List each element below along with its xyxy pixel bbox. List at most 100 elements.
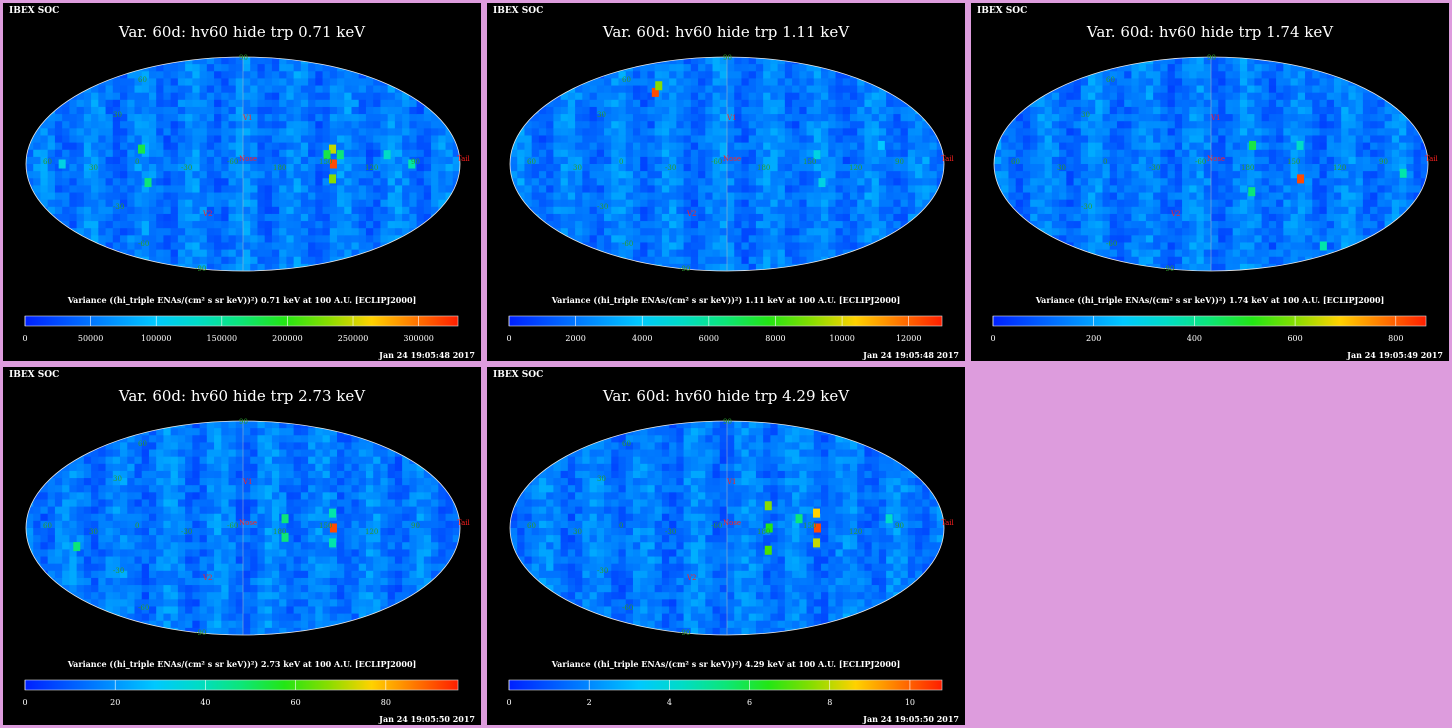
- map-cell: [26, 185, 34, 194]
- map-cell: [33, 256, 42, 265]
- map-cell: [683, 242, 692, 251]
- map-cell: [1088, 228, 1096, 236]
- map-cell: [322, 178, 331, 186]
- map-cell: [1124, 128, 1133, 137]
- map-cell: [214, 249, 222, 258]
- map-cell: [654, 71, 663, 79]
- map-cell: [849, 192, 858, 201]
- map-cell: [871, 149, 880, 158]
- map-cell: [575, 71, 583, 79]
- map-cell: [1037, 121, 1046, 129]
- map-cell: [1051, 171, 1060, 179]
- map-cell: [416, 171, 425, 179]
- map-cell: [358, 135, 367, 144]
- map-cell: [871, 235, 880, 244]
- map-cell: [127, 256, 136, 265]
- map-cell: [799, 142, 808, 151]
- map-cell: [1109, 78, 1118, 87]
- map-cell: [279, 249, 287, 258]
- map-cell: [286, 242, 295, 251]
- map-cell: [915, 221, 923, 229]
- map-cell: [83, 164, 92, 172]
- map-cell: [994, 85, 1002, 94]
- map-cell: [1167, 156, 1176, 165]
- map-cell: [1283, 156, 1292, 165]
- map-cell: [806, 85, 815, 94]
- map-cell: [394, 92, 403, 101]
- map-cell: [127, 106, 136, 115]
- map-cell: [770, 114, 779, 122]
- map-cell: [538, 256, 547, 265]
- map-cell: [669, 235, 677, 244]
- map-cell: [1290, 178, 1299, 186]
- map-cell: [105, 135, 114, 144]
- map-cell: [763, 256, 771, 265]
- map-cell: [127, 221, 136, 229]
- map-cell: [416, 185, 425, 194]
- map-cell: [922, 228, 931, 236]
- map-cell: [1015, 121, 1024, 129]
- map-cell: [308, 135, 316, 144]
- map-cell: [243, 135, 251, 144]
- map-cell: [842, 213, 851, 222]
- map-cell: [842, 221, 851, 229]
- map-cell: [365, 164, 374, 172]
- map-cell: [755, 149, 764, 158]
- map-cell: [1044, 263, 1053, 271]
- map-cell: [553, 242, 562, 251]
- map-cell: [575, 92, 583, 101]
- map-cell: [438, 164, 447, 172]
- map-cell: [452, 164, 460, 172]
- map-cell: [199, 142, 208, 151]
- map-cell: [878, 256, 887, 265]
- map-cell: [886, 128, 894, 137]
- map-cell: [250, 121, 259, 129]
- map-cell: [98, 57, 107, 65]
- map-cell: [640, 256, 649, 265]
- map-cell: [1037, 99, 1046, 108]
- map-cell: [1116, 206, 1125, 215]
- map-cell: [1167, 185, 1176, 194]
- map-cell: [1261, 242, 1270, 251]
- map-cell: [199, 192, 208, 201]
- map-cell: [1174, 99, 1183, 108]
- colorbar-tick-label: 300000: [403, 334, 434, 343]
- map-cell: [1225, 142, 1234, 151]
- map-cell: [727, 235, 735, 244]
- map-cell: [214, 171, 222, 179]
- colorbar-tick-label: 250000: [338, 334, 369, 343]
- map-cell: [192, 242, 201, 251]
- map-cell: [1232, 164, 1241, 172]
- map-cell: [1124, 178, 1133, 186]
- map-cell: [438, 185, 447, 194]
- map-cell: [156, 142, 165, 151]
- map-cell: [1239, 149, 1248, 158]
- map-cell: [806, 199, 815, 208]
- map-cell: [452, 57, 460, 65]
- map-cell: [777, 128, 786, 137]
- map-cell: [1008, 221, 1017, 229]
- map-cell: [669, 221, 677, 229]
- map-cell: [604, 156, 612, 165]
- map-cell: [1160, 178, 1169, 186]
- map-cell: [192, 228, 201, 236]
- map-cell: [120, 164, 128, 172]
- map-cell: [98, 249, 107, 258]
- map-cell: [445, 71, 454, 79]
- map-cell: [813, 164, 822, 172]
- map-cell: [510, 114, 518, 122]
- map-cell: [431, 85, 439, 94]
- map-cell: [727, 92, 735, 101]
- map-cell: [698, 242, 706, 251]
- map-cell: [1211, 135, 1219, 144]
- map-cell: [62, 114, 70, 122]
- map-cell: [1095, 85, 1104, 94]
- map-cell: [271, 135, 280, 144]
- map-cell: [1276, 149, 1284, 158]
- map-cell: [98, 121, 107, 129]
- map-cell: [654, 64, 663, 72]
- map-cell: [806, 149, 815, 158]
- map-cell: [777, 171, 786, 179]
- map-cell: [322, 249, 331, 258]
- map-cell: [900, 171, 909, 179]
